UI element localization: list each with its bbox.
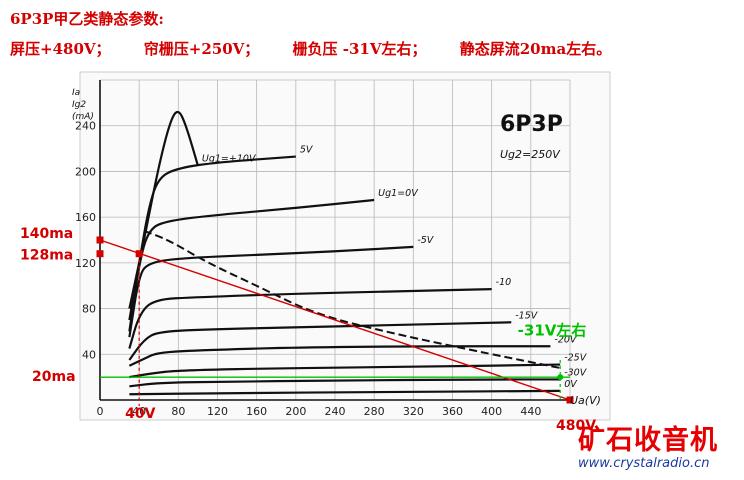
chart-title: 6P3P: [500, 112, 563, 137]
red-marker: [96, 236, 104, 244]
annotations: 140ma 128ma 20ma 40V 480V -31V左右: [20, 226, 596, 434]
chart-subtitle: Ug2=250V: [500, 148, 561, 161]
bias-marker-point: [557, 374, 564, 381]
y-tick-label: 40: [82, 348, 96, 361]
y-tick-label: 240: [75, 120, 96, 133]
header-grid-bias: 栅负压 -31V左右；: [292, 40, 427, 58]
series-curve: [128, 245, 414, 338]
series-label: -25V: [564, 353, 588, 364]
x-tick-label: 280: [364, 405, 385, 418]
label-bias-voltage: -31V左右: [518, 321, 587, 339]
x-tick-label: 200: [285, 405, 306, 418]
y-axis-label: Ia: [72, 88, 80, 98]
y-tick-label: 120: [75, 257, 96, 270]
series-curve: [128, 198, 375, 332]
x-tick-label: 360: [442, 405, 463, 418]
y-axis-label: (mA): [72, 112, 94, 122]
series-curve: [128, 288, 492, 349]
label-20ma: 20ma: [32, 369, 76, 385]
x-tick-label: 400: [481, 405, 502, 418]
series-label: Ug1=+10V: [202, 154, 257, 165]
x-tick-label: 0: [97, 405, 104, 418]
series-curve: [128, 345, 551, 367]
header-plate-voltage: 屏压+480V；: [10, 40, 111, 58]
label-128ma: 128ma: [20, 248, 73, 264]
red-marker: [96, 250, 104, 258]
x-tick-label: 240: [325, 405, 346, 418]
y-tick-label: 160: [75, 211, 96, 224]
series-curve: [129, 363, 561, 379]
site-url: www.crystalradio.cn: [578, 456, 710, 471]
x-tick-label: 160: [246, 405, 267, 418]
series-label: -20V: [554, 334, 578, 345]
site-logo: 矿石收音机: [578, 425, 718, 456]
series-label: -15V: [515, 310, 539, 321]
series-curve: [129, 389, 561, 396]
series-label: 5V: [300, 145, 314, 156]
x-axis-label: Ua(V): [570, 394, 601, 407]
x-tick-label: 120: [207, 405, 228, 418]
header-line-2: 屏压+480V； 帘栅压+250V； 栅负压 -31V左右； 静态屏流20ma左…: [10, 38, 639, 59]
screen-current-curve: [143, 229, 561, 369]
red-marker: [135, 250, 143, 258]
series-label: -10: [496, 277, 512, 288]
series-label: Ug1=0V: [378, 188, 419, 199]
x-tick-label: 320: [403, 405, 424, 418]
x-tick-label: 80: [171, 405, 185, 418]
y-axis-label: Ig2: [72, 100, 86, 110]
x-tick-label: 440: [520, 405, 541, 418]
series-label: -5V: [417, 235, 434, 246]
header-screen-voltage: 帘栅压+250V；: [143, 40, 260, 58]
label-480v: 480V: [556, 418, 596, 434]
series-label: 0V: [564, 379, 578, 390]
x-tick-label: 40: [132, 405, 146, 418]
y-tick-label: 200: [75, 165, 96, 178]
red-marker: [566, 396, 574, 404]
series-label: -30V: [564, 367, 588, 378]
label-40v: 40V: [125, 406, 155, 422]
axes: Ia Ig2 (mA) 0 40 80 120 160 200 240 280 320 360 400 44…: [72, 80, 570, 418]
y-tick-label: 80: [82, 303, 96, 316]
label-140ma: 140ma: [20, 226, 73, 242]
header-line-1: 6P3P甲乙类静态参数:: [10, 10, 164, 28]
header-quiescent-current: 静态屏流20ma左右。: [459, 40, 612, 58]
series-curve: [129, 378, 561, 388]
load-line: [99, 239, 571, 401]
